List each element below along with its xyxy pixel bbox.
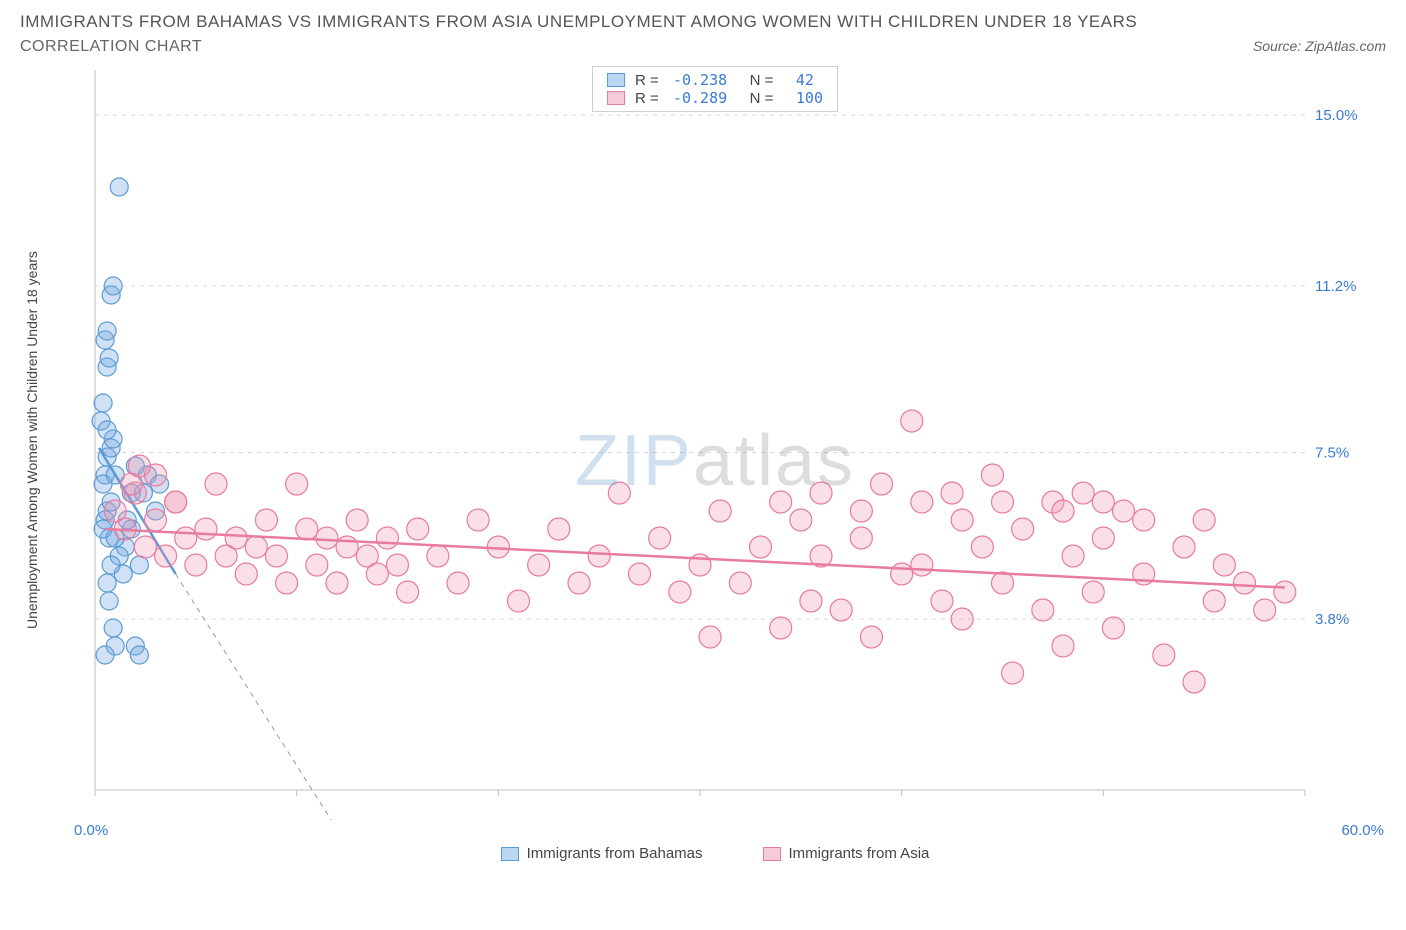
series-legend: Immigrants from Bahamas Immigrants from … (44, 845, 1386, 862)
chart-subtitle: CORRELATION CHART (20, 38, 202, 56)
chart-container: Unemployment Among Women with Children U… (20, 60, 1386, 862)
legend-item-asia: Immigrants from Asia (763, 845, 930, 862)
swatch-asia (607, 91, 625, 105)
stats-legend: R = -0.238 N = 42 R = -0.289 N = 100 (592, 66, 838, 112)
stats-row-1: R = -0.289 N = 100 (607, 89, 823, 107)
chart-title: IMMIGRANTS FROM BAHAMAS VS IMMIGRANTS FR… (20, 12, 1137, 31)
svg-text:3.8%: 3.8% (1315, 611, 1349, 628)
svg-text:15.0%: 15.0% (1315, 107, 1358, 124)
swatch-bahamas (607, 73, 625, 87)
legend-swatch-bahamas (501, 847, 519, 861)
x-max-label: 60.0% (1341, 822, 1384, 839)
svg-text:11.2%: 11.2% (1315, 278, 1356, 295)
svg-text:7.5%: 7.5% (1315, 445, 1349, 462)
x-min-label: 0.0% (74, 822, 108, 839)
source-attribution: Source: ZipAtlas.com (1253, 38, 1386, 54)
legend-swatch-asia (763, 847, 781, 861)
legend-item-bahamas: Immigrants from Bahamas (501, 845, 703, 862)
y-axis-label: Unemployment Among Women with Children U… (20, 60, 44, 820)
stats-row-0: R = -0.238 N = 42 (607, 71, 823, 89)
scatter-plot: 3.8% 7.5% 11.2% 15.0% (44, 60, 1386, 820)
